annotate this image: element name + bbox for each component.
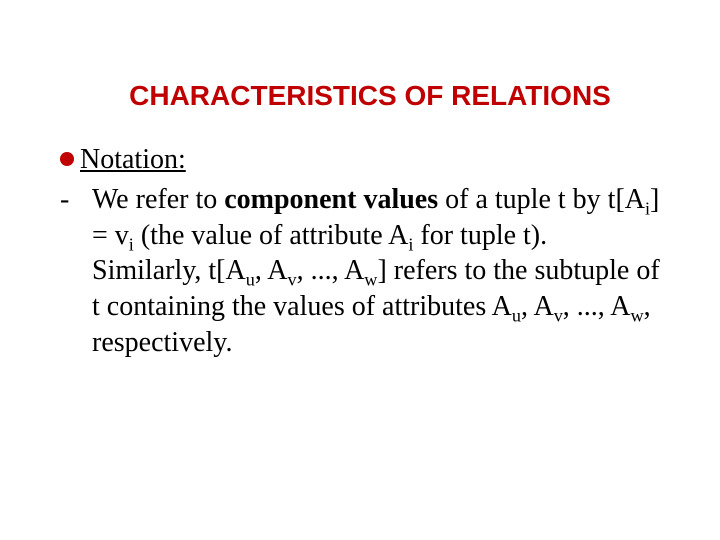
- bullet-notation: Notation:: [60, 142, 660, 178]
- bullet-disc-icon: [60, 152, 74, 166]
- slide-title: CHARACTERISTICS OF RELATIONS: [60, 80, 660, 112]
- p2-t6: , ..., A: [563, 291, 631, 322]
- p2-sub6: w: [630, 306, 643, 326]
- p2-sub1: u: [246, 270, 255, 290]
- paragraph-2-text: Similarly, t[Au, Av, ..., Aw] refers to …: [92, 253, 660, 360]
- slide: CHARACTERISTICS OF RELATIONS Notation: -…: [0, 0, 720, 540]
- p2-sub3: w: [364, 270, 377, 290]
- p2-sub5: v: [554, 306, 563, 326]
- p2-sub4: u: [512, 306, 521, 326]
- p2-sub2: v: [288, 270, 297, 290]
- slide-body: Notation: - We refer to component values…: [60, 142, 660, 361]
- paragraph-1: - We refer to component values of a tupl…: [60, 182, 660, 254]
- p2-t5: , A: [521, 291, 554, 322]
- p1-t2: of a tuple t by t[A: [438, 184, 645, 215]
- p1-t4: (the value of attribute A: [134, 220, 408, 251]
- p2-t1: Similarly, t[A: [92, 255, 246, 286]
- dash-marker: -: [60, 182, 92, 218]
- p1-t1: We refer to: [92, 184, 224, 215]
- bullet-label: Notation:: [80, 142, 186, 178]
- paragraph-2: Similarly, t[Au, Av, ..., Aw] refers to …: [60, 253, 660, 360]
- p2-t2: , A: [255, 255, 288, 286]
- p1-t5: for tuple t).: [413, 220, 547, 251]
- paragraph-1-text: We refer to component values of a tuple …: [92, 182, 660, 254]
- p2-t3: , ..., A: [297, 255, 365, 286]
- p1-bold: component values: [224, 184, 438, 215]
